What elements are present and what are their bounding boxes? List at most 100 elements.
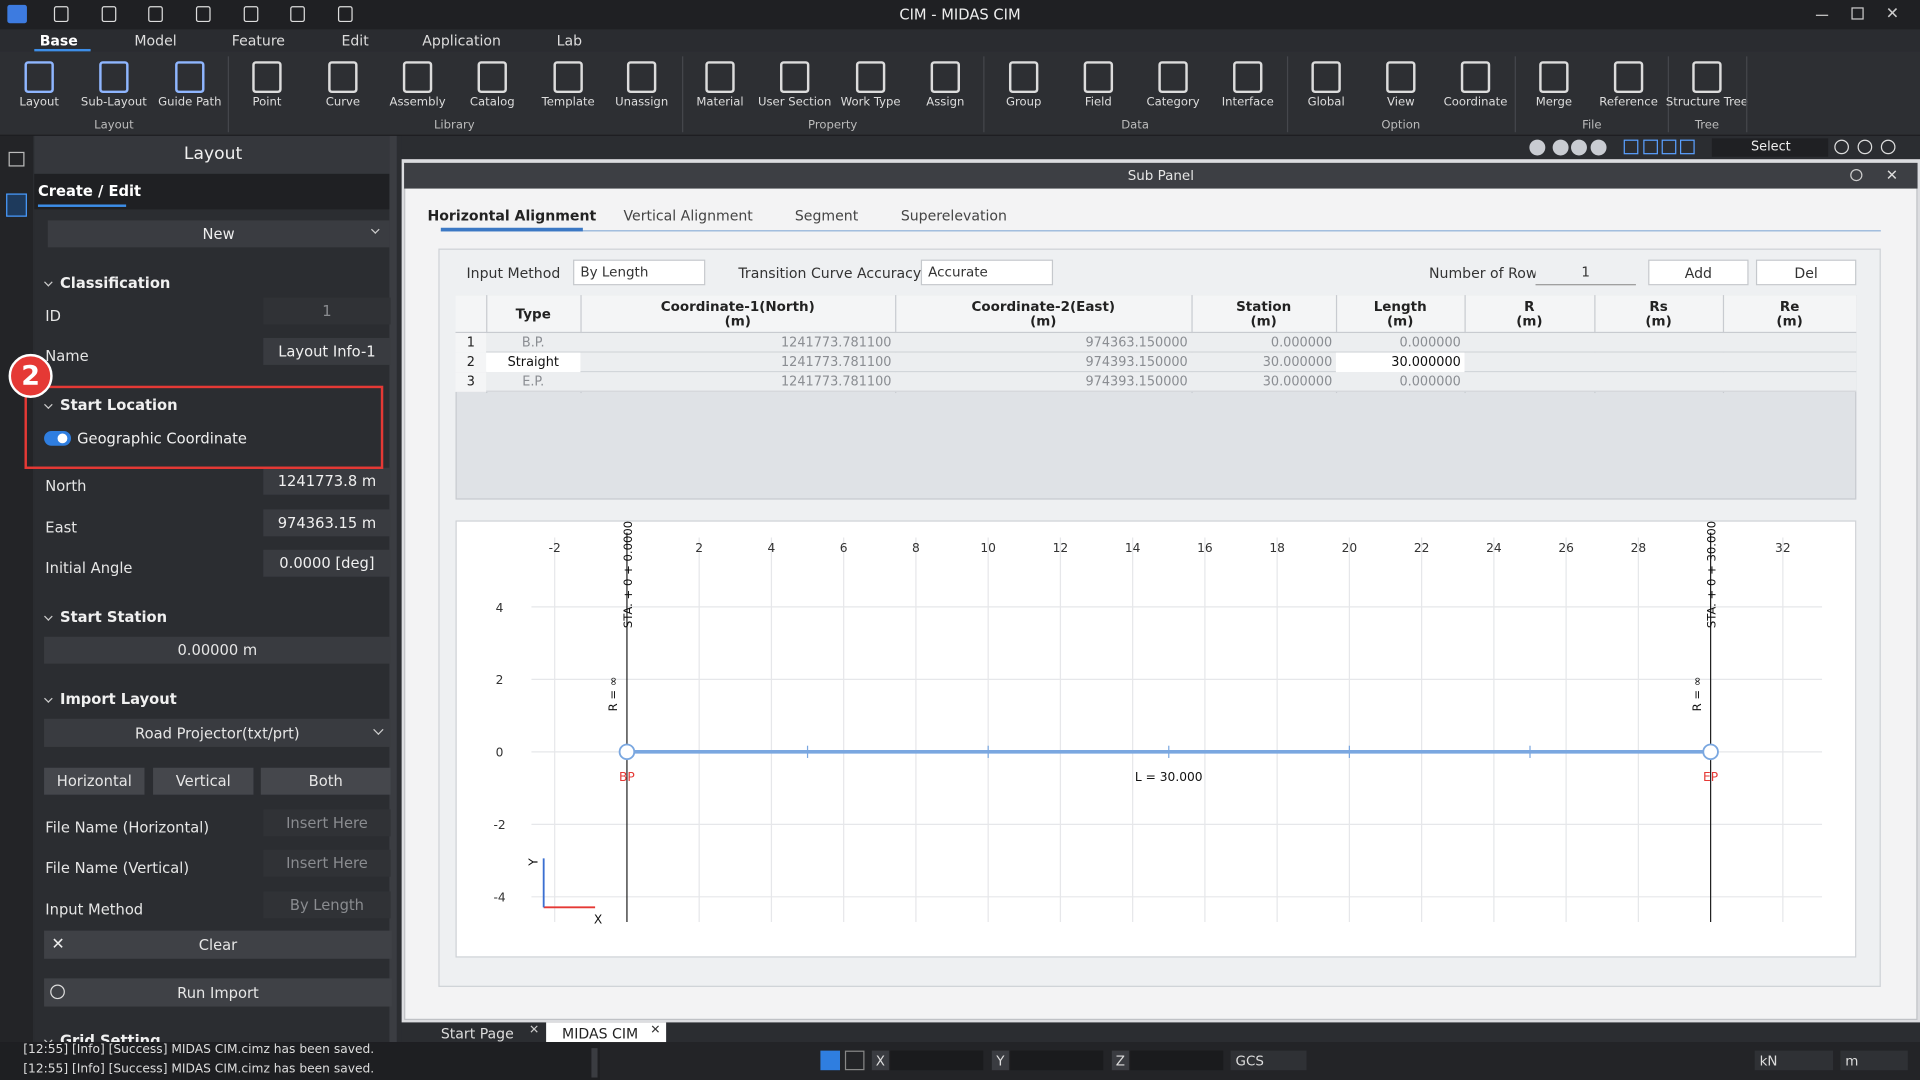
ribbon-icon[interactable] (780, 61, 810, 94)
coord-input[interactable] (1130, 1050, 1224, 1071)
ribbon-icon[interactable] (24, 61, 54, 94)
left-panel-tab[interactable]: Create / Edit (37, 182, 142, 200)
side-tree-icon[interactable] (8, 151, 25, 167)
pin-button[interactable] (1850, 168, 1863, 182)
sub-panel-tab[interactable]: Superelevation (900, 206, 1007, 225)
selection-mode-button[interactable] (1643, 139, 1658, 155)
field-input[interactable]: 1 (263, 297, 391, 325)
ribbon-button-label[interactable]: Template (541, 95, 595, 109)
coord-input[interactable] (890, 1050, 984, 1071)
ribbon-icon[interactable] (1233, 61, 1263, 94)
ribbon-button-label[interactable]: Coordinate (1443, 95, 1508, 109)
ribbon-button-label[interactable]: Interface (1221, 95, 1274, 109)
ribbon-icon[interactable] (705, 61, 735, 94)
ribbon-icon[interactable] (1613, 61, 1644, 94)
menu-tab[interactable]: Feature (231, 31, 285, 49)
input-method-select[interactable]: By Length (573, 259, 706, 286)
sub-panel-close[interactable]: ✕ (1885, 166, 1899, 184)
window-control[interactable] (1815, 7, 1829, 16)
ribbon-icon[interactable] (855, 61, 886, 94)
menu-tab[interactable]: Base (39, 31, 78, 49)
ribbon-button-label[interactable]: User Section (757, 95, 832, 109)
import-button[interactable]: Both (260, 767, 391, 795)
ribbon-button-label[interactable]: Category (1146, 95, 1200, 109)
view-mode-button[interactable] (1529, 139, 1546, 156)
ribbon-button-label[interactable]: Unassign (615, 95, 669, 109)
select-dropdown[interactable] (1711, 138, 1829, 157)
field-input[interactable]: Insert Here (263, 849, 391, 877)
ribbon-button-label[interactable]: Field (1084, 95, 1112, 109)
ribbon-button-label[interactable]: Guide Path (158, 95, 222, 109)
quick-access-button[interactable] (195, 6, 211, 23)
del-button[interactable]: Del (1755, 259, 1857, 286)
ribbon-icon[interactable] (1008, 61, 1039, 94)
table-cell[interactable]: 30.000000 (1335, 352, 1465, 373)
import-button[interactable]: Vertical (153, 767, 254, 795)
ribbon-button-label[interactable]: Structure Tree (1665, 95, 1748, 109)
start-station-input[interactable]: 0.00000 m (44, 636, 391, 664)
field-input[interactable]: 0.0000 [deg] (263, 549, 391, 577)
force-unit-select[interactable]: kN (1754, 1050, 1834, 1071)
toolbar-button[interactable] (1880, 139, 1896, 155)
format-dropdown[interactable]: Road Projector(txt/prt) (44, 718, 391, 747)
ribbon-icon[interactable] (252, 61, 282, 94)
ribbon-icon[interactable] (328, 61, 358, 94)
ribbon-button-label[interactable]: Reference (1599, 95, 1658, 109)
table-cell[interactable]: Straight (486, 352, 581, 373)
sub-panel-tab[interactable]: Vertical Alignment (623, 206, 753, 225)
field-input[interactable]: Layout Info-1 (263, 337, 391, 365)
side-layout-icon[interactable] (6, 193, 27, 217)
ribbon-button-label[interactable]: Merge (1535, 95, 1573, 109)
menu-tab[interactable]: Model (134, 31, 177, 49)
add-button[interactable]: Add (1648, 259, 1749, 286)
ribbon-button-label[interactable]: Assembly (389, 95, 446, 109)
menu-tab[interactable]: Application (422, 31, 501, 49)
quick-access-button[interactable] (101, 6, 117, 23)
view-mode-button[interactable] (1552, 139, 1569, 156)
ribbon-button-label[interactable]: View (1387, 95, 1415, 109)
sub-panel-tab[interactable]: Horizontal Alignment (427, 206, 597, 225)
doc-tab[interactable]: Start Page (440, 1024, 514, 1042)
window-close[interactable]: ✕ (1885, 4, 1900, 24)
ribbon-icon[interactable] (1386, 61, 1416, 94)
field-input[interactable]: By Length (263, 891, 391, 919)
ribbon-icon[interactable] (477, 61, 507, 94)
coord-input[interactable] (1010, 1050, 1104, 1071)
mode-dropdown[interactable]: New (47, 220, 390, 248)
ribbon-button-label[interactable]: Group (1005, 95, 1042, 109)
import-button[interactable]: Horizontal (44, 767, 145, 795)
ribbon-icon[interactable] (930, 61, 961, 94)
quick-access-button[interactable] (337, 6, 353, 23)
snap-button[interactable] (844, 1050, 865, 1071)
ribbon-button-label[interactable]: Point (252, 95, 282, 109)
field-input[interactable]: Insert Here (263, 809, 391, 837)
sub-panel-tab[interactable]: Segment (794, 206, 859, 225)
ribbon-icon[interactable] (1311, 61, 1341, 94)
ribbon-icon[interactable] (553, 61, 583, 94)
view-mode-button[interactable] (1571, 139, 1587, 156)
clear-button[interactable]: Clear (44, 930, 392, 959)
ribbon-button-label[interactable]: Catalog (469, 95, 515, 109)
quick-access-button[interactable] (53, 6, 69, 23)
view-mode-button[interactable] (1590, 139, 1607, 156)
quick-access-button[interactable] (290, 6, 305, 23)
ribbon-icon[interactable] (402, 61, 433, 94)
ribbon-icon[interactable] (99, 61, 129, 94)
ribbon-button-label[interactable]: Work Type (840, 95, 901, 109)
selection-mode-button[interactable] (1661, 139, 1677, 155)
ribbon-icon[interactable] (1539, 61, 1569, 94)
ribbon-button-label[interactable]: Layout (19, 95, 59, 109)
doc-tab-active[interactable]: MIDAS CIM (546, 1022, 667, 1044)
toolbar-button[interactable] (1834, 139, 1849, 155)
snap-button[interactable] (820, 1050, 841, 1071)
field-input[interactable]: 1241773.8 m (263, 467, 391, 495)
rows-input[interactable]: 1 (1535, 259, 1636, 286)
length-unit-select[interactable]: m (1840, 1050, 1908, 1071)
ribbon-button-label[interactable]: Global (1307, 95, 1345, 109)
quick-access-button[interactable] (148, 6, 163, 23)
accuracy-select[interactable]: Accurate (920, 259, 1054, 286)
ribbon-icon[interactable] (1692, 61, 1722, 94)
selection-mode-button[interactable] (1680, 139, 1695, 155)
ribbon-button-label[interactable]: Material (696, 95, 744, 109)
run-import-button[interactable]: Run Import (44, 978, 392, 1007)
